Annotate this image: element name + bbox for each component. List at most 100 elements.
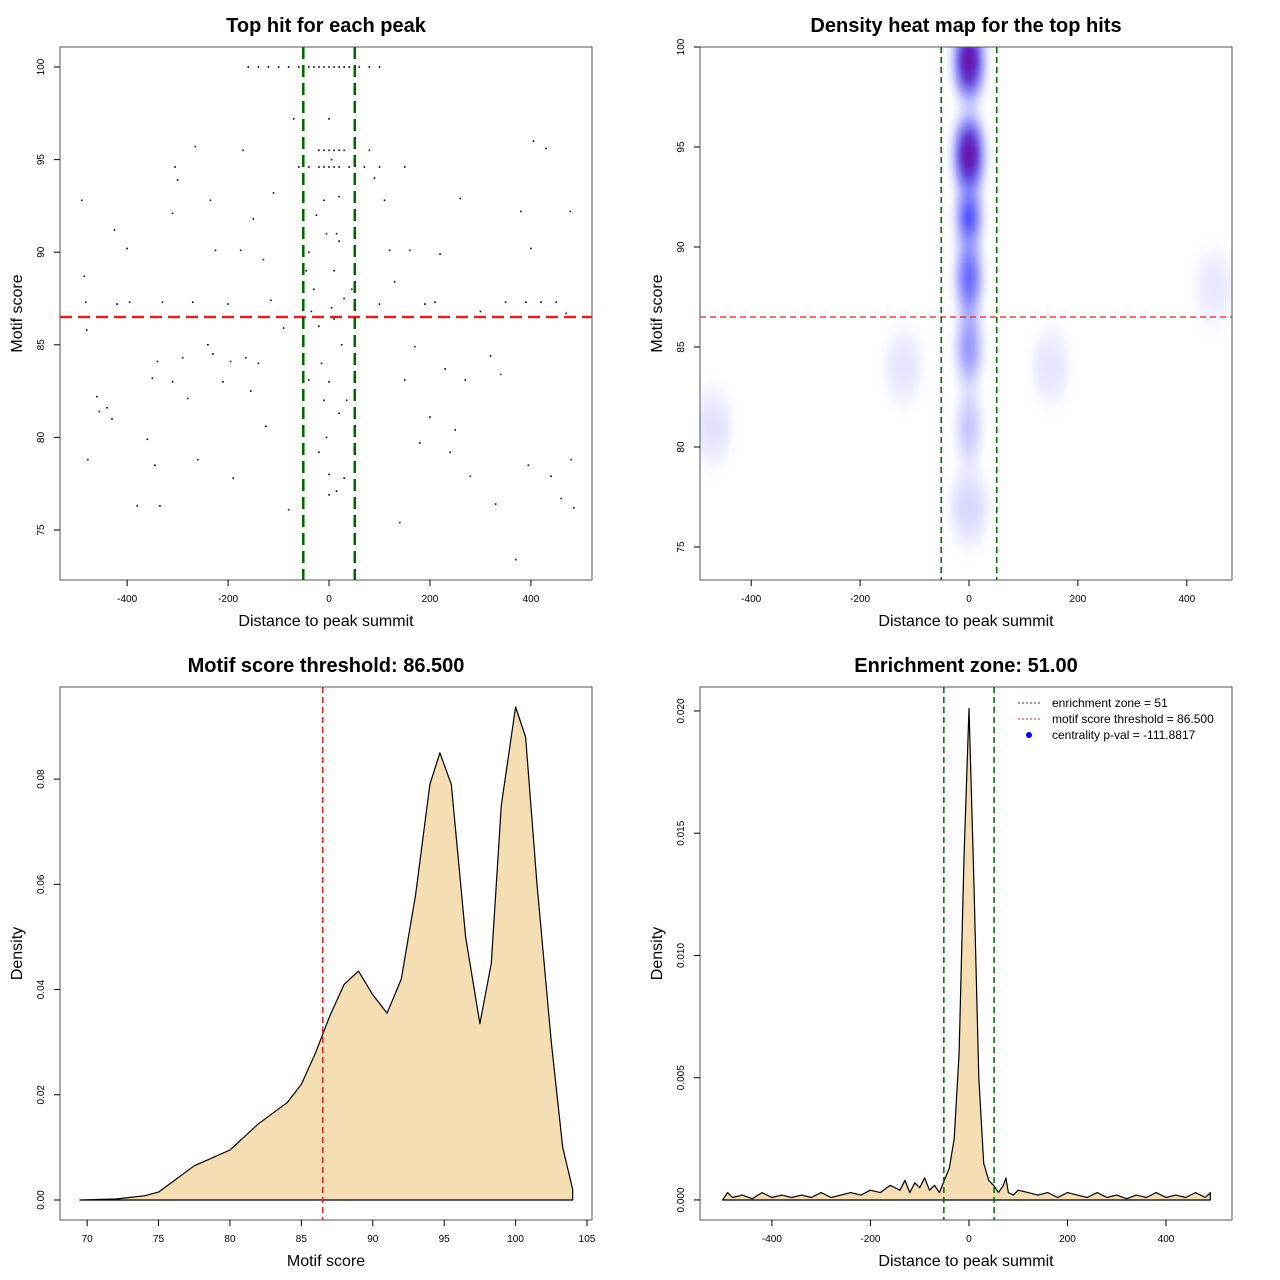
data-point [439,253,441,255]
x-tick-label: 0 [966,1234,972,1245]
data-point [514,558,517,561]
x-tick-label: -400 [741,594,761,605]
data-point [333,166,335,168]
data-point [333,318,335,320]
data-point [270,299,272,302]
x-tick-label: 200 [1059,1234,1076,1245]
data-point [368,66,371,68]
x-tick-label: -400 [762,1234,782,1245]
data-point [343,149,345,152]
data-point [106,406,108,409]
data-point [398,521,401,524]
plot-frame [59,686,593,1221]
data-point [348,66,351,68]
x-tick-label: 85 [296,1234,308,1245]
data-point [343,477,345,479]
x-tick-label: 80 [224,1234,236,1245]
legend-label: motif score threshold = 86.500 [1052,712,1214,726]
data-point [116,303,118,305]
x-tick-label: 400 [1178,594,1195,605]
data-point [229,360,232,363]
heat-blob [885,333,922,401]
x-tick-label: 95 [439,1234,451,1245]
data-point [573,506,575,509]
x-tick-label: 200 [422,594,439,605]
chart-title: Top hit for each peak [226,15,427,37]
x-tick-label: 200 [1070,594,1087,605]
data-point [358,66,361,68]
data-point [569,210,572,213]
data-point [313,66,315,68]
data-point [530,247,532,250]
data-point [345,399,348,402]
data-point [414,345,416,348]
y-tick-label: 100 [676,38,687,55]
data-point [171,381,174,383]
data-point [287,66,290,68]
data-point [244,356,247,359]
data-point [338,66,340,68]
data-point [335,490,338,492]
data-point [252,218,255,220]
data-point [378,166,381,168]
data-point [262,258,265,261]
data-point [464,379,467,381]
y-tick-label: 0.00 [36,1190,47,1210]
data-point [265,425,267,428]
chart-title: Motif score threshold: 86.500 [188,655,465,677]
data-point [373,177,376,179]
y-tick-label: 0.06 [36,874,47,894]
data-point [247,66,250,68]
data-point [403,379,406,381]
data-point [159,505,161,507]
data-point [313,288,315,291]
data-point [171,212,174,215]
y-tick-label: 90 [676,241,687,253]
data-point [323,66,325,68]
data-point [419,442,421,444]
y-tick-label: 75 [676,541,687,553]
x-axis-label: Distance to peak summit [878,1253,1054,1270]
data-point [318,149,320,152]
data-point [196,458,199,461]
data-point [239,249,242,252]
data-point [297,166,300,168]
data-point [111,418,113,420]
x-axis-label: Distance to peak summit [238,613,414,630]
y-tick-label: 0.02 [36,1085,47,1105]
legend-label: enrichment zone = 51 [1052,696,1168,710]
data-point [154,464,156,466]
x-tick-label: -400 [117,594,137,605]
data-point [408,249,411,252]
density-curve [79,706,574,1201]
data-point [96,395,98,398]
heat-blob [962,139,975,171]
data-point [194,145,197,148]
x-tick-label: -200 [860,1234,880,1245]
panel-2: -400 -200 0 200 400 75 80 85 90 95 100 Density heat… [649,15,1233,630]
data-point [550,475,552,478]
y-axis-label: Density [9,927,26,980]
data-point [338,412,340,415]
y-tick-label: 85 [36,339,47,351]
data-point [287,508,290,511]
data-point [424,303,426,305]
y-axis-label: Density [649,927,666,980]
data-point [525,301,527,304]
x-tick-label: 75 [153,1234,165,1245]
data-point [328,473,330,476]
data-point [212,353,214,355]
data-point [489,355,492,357]
data-point [323,199,325,202]
data-point [328,494,330,496]
y-tick-label: 80 [676,441,687,453]
x-axis-label: Motif score [287,1253,365,1270]
data-point [161,301,164,304]
y-tick-label: 80 [36,431,47,443]
data-point [393,281,396,283]
data-point [565,312,568,315]
y-tick-label: 95 [36,154,47,166]
data-point [429,416,431,418]
data-point [128,301,131,304]
